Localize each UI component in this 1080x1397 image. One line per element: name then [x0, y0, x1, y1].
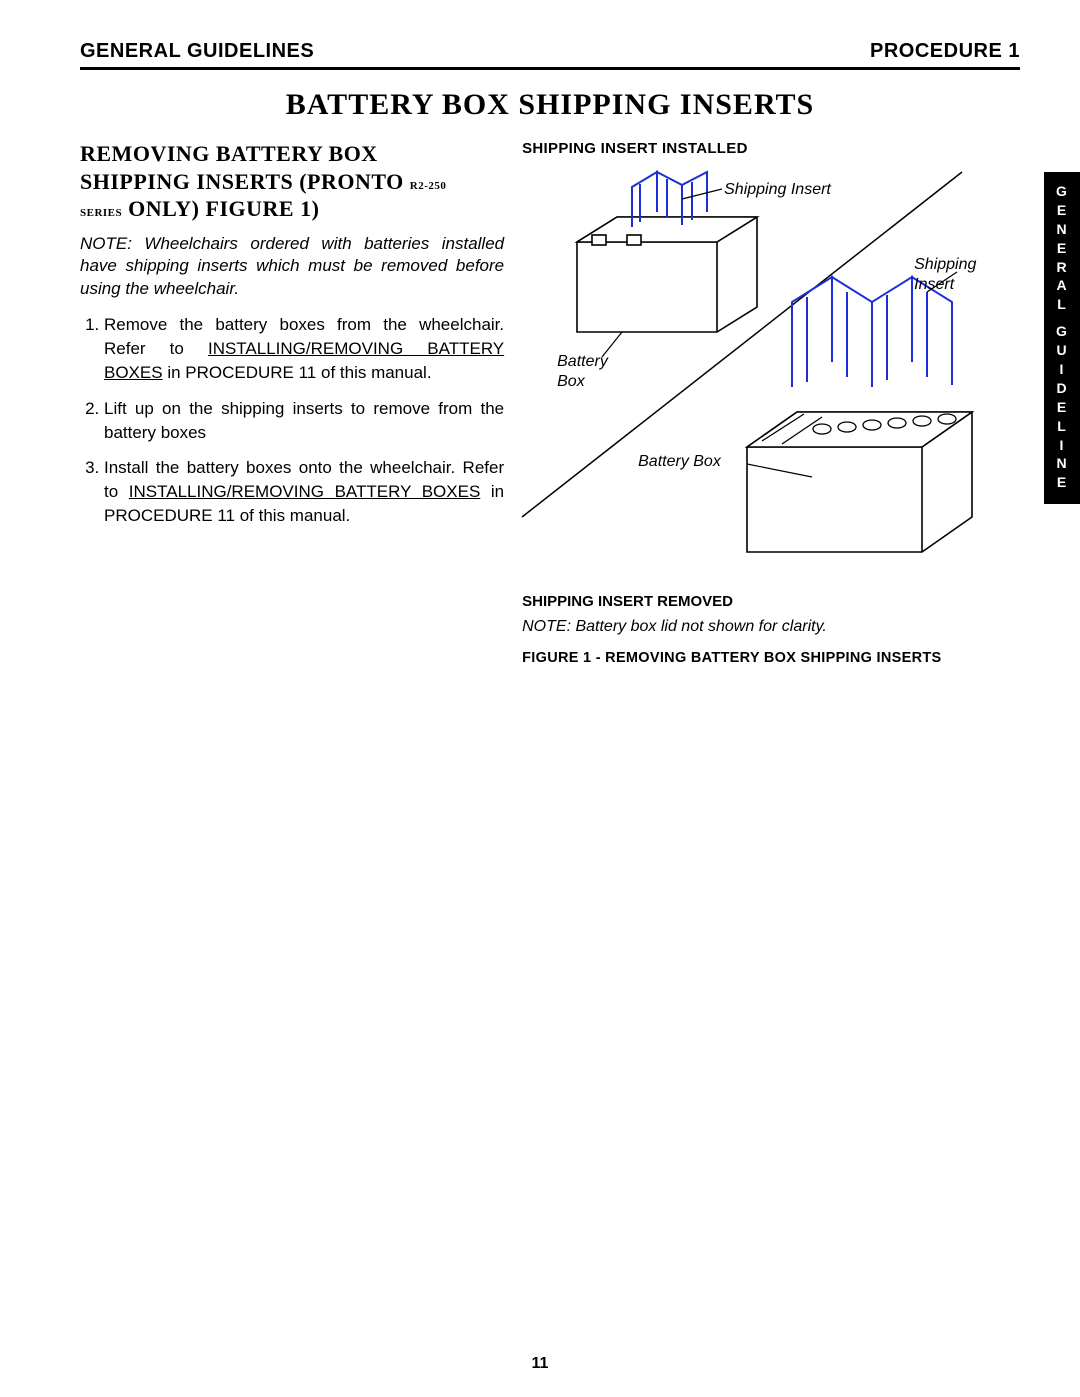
diagram-area: Shipping Insert Shipping Insert Battery …	[522, 157, 1020, 587]
heading-line2a: SHIPPING INSERTS (PRONTO	[80, 169, 410, 194]
step-2-pre: Lift up on the shipping inserts to remov…	[104, 399, 504, 442]
page-number: 11	[532, 1355, 549, 1373]
fig-note: NOTE: Battery box lid not shown for clar…	[522, 618, 1020, 636]
left-column: REMOVING BATTERY BOX SHIPPING INSERTS (P…	[80, 140, 504, 666]
fig-heading-installed: SHIPPING INSERT INSTALLED	[522, 140, 1020, 157]
fig-heading-removed: SHIPPING INSERT REMOVED	[522, 593, 1020, 610]
right-column: SHIPPING INSERT INSTALLED	[522, 140, 1020, 666]
step-1-post: in PROCEDURE 11 of this manual.	[163, 363, 432, 382]
step-2: Lift up on the shipping inserts to remov…	[104, 397, 504, 445]
side-tab: GENERAL GUIDELINE	[1044, 172, 1080, 504]
label-shipping-insert-top: Shipping Insert	[724, 181, 831, 199]
heading-sub1: R2-250	[410, 180, 447, 192]
heading-line3b: ONLY) FIGURE 1)	[122, 196, 319, 221]
heading-sub2: SERIES	[80, 207, 122, 219]
step-3-underline: INSTALLING/REMOVING BATTERY BOXES	[129, 482, 481, 501]
label-battery-box-top: Battery Box	[557, 352, 608, 392]
main-note: NOTE: Wheelchairs ordered with batteries…	[80, 233, 504, 302]
side-tab-word1: GENERAL	[1044, 182, 1080, 314]
section-heading: REMOVING BATTERY BOX SHIPPING INSERTS (P…	[80, 140, 504, 223]
side-tab-word2: GUIDELINE	[1044, 322, 1080, 492]
content-columns: REMOVING BATTERY BOX SHIPPING INSERTS (P…	[80, 140, 1020, 666]
step-3: Install the battery boxes onto the wheel…	[104, 456, 504, 527]
label-shipping-insert-right: Shipping Insert	[914, 255, 976, 295]
page-title: BATTERY BOX SHIPPING INSERTS	[80, 88, 1020, 122]
header-left: GENERAL GUIDELINES	[80, 40, 314, 63]
label-battery-box-bottom: Battery Box	[638, 453, 721, 471]
header-right: PROCEDURE 1	[870, 40, 1020, 63]
battery-box-installed	[577, 217, 757, 332]
header-row: GENERAL GUIDELINES PROCEDURE 1	[80, 40, 1020, 70]
page: GENERAL GUIDELINES PROCEDURE 1 BATTERY B…	[0, 0, 1080, 1397]
heading-line1: REMOVING BATTERY BOX	[80, 141, 378, 166]
step-1: Remove the battery boxes from the wheelc…	[104, 313, 504, 384]
steps-list: Remove the battery boxes from the wheelc…	[80, 313, 504, 527]
battery-box-removed	[747, 412, 972, 552]
fig-caption: FIGURE 1 - REMOVING BATTERY BOX SHIPPING…	[522, 650, 1020, 666]
